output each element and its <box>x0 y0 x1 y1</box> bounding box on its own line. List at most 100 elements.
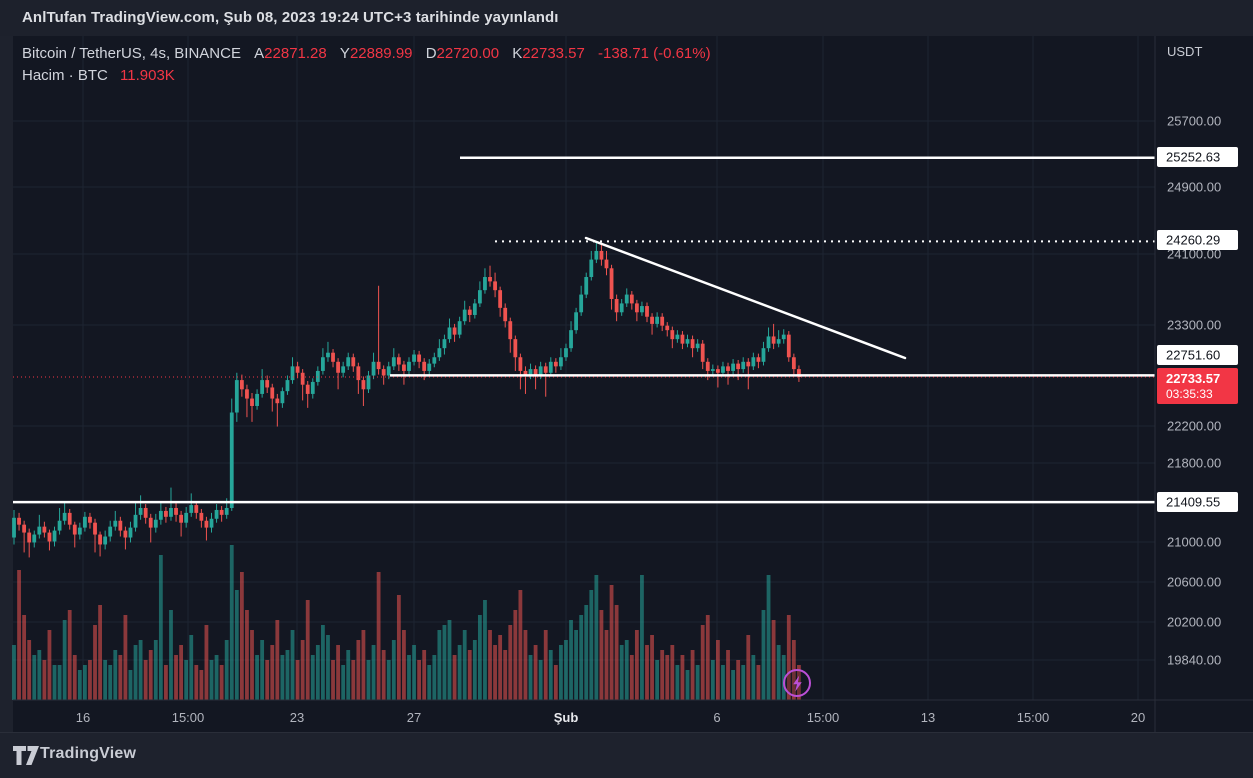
candle-body <box>660 316 665 326</box>
volume-bar <box>27 640 32 700</box>
candle-body <box>746 361 751 367</box>
volume-bar <box>396 595 401 700</box>
symbol-title[interactable]: Bitcoin / TetherUS, 4s, BINANCE <box>22 45 241 62</box>
price-level-badge[interactable] <box>1157 230 1238 250</box>
volume-bar <box>437 630 442 700</box>
candle-body <box>290 366 295 381</box>
candle-body <box>457 321 462 335</box>
tradingview-logo-icon[interactable] <box>13 746 39 766</box>
candle-body <box>67 512 72 525</box>
volume-label[interactable]: Hacim · BTC <box>22 67 108 84</box>
candle-body <box>47 532 52 542</box>
volume-bar <box>614 605 619 700</box>
price-level-badge[interactable] <box>1157 492 1238 512</box>
volume-bar <box>553 665 558 700</box>
candle-body <box>736 363 741 370</box>
candle-body <box>310 381 315 394</box>
time-axis-label[interactable]: 6 <box>713 710 720 725</box>
last-price-badge[interactable] <box>1157 368 1238 404</box>
price-level-badge[interactable] <box>1157 147 1238 167</box>
candle-body <box>437 348 442 358</box>
volume-bar <box>123 615 128 700</box>
volume-bar <box>295 660 300 700</box>
candle-body <box>503 307 508 322</box>
candle-body <box>781 334 786 340</box>
time-axis-label[interactable]: 23 <box>290 710 304 725</box>
volume-bar <box>310 655 315 700</box>
price-chart[interactable]: 25700.00 24900.00 24100.00 23300.00 22200.00… <box>0 36 1253 733</box>
candle-body <box>518 357 523 371</box>
price-tick-label: 21000.00 <box>1167 535 1221 550</box>
volume-bar <box>37 650 42 700</box>
volume-bar <box>239 572 244 700</box>
candle-body <box>624 294 629 304</box>
volume-bar <box>761 610 766 700</box>
volume-bar <box>88 660 92 700</box>
candle-body <box>234 380 239 413</box>
volume-bar <box>629 655 634 700</box>
candle-body <box>609 268 614 299</box>
time-axis-label[interactable]: 15:00 <box>1017 710 1050 725</box>
volume-bar <box>523 630 528 700</box>
price-tick-label: 24900.00 <box>1167 180 1221 195</box>
volume-bar <box>533 645 538 700</box>
candle-body <box>346 357 351 367</box>
publication-lightning-icon[interactable] <box>783 669 811 697</box>
time-axis-label[interactable]: 15:00 <box>172 710 205 725</box>
price-level-badge[interactable] <box>1157 345 1238 365</box>
candle-body <box>315 370 320 382</box>
time-axis-label[interactable]: 13 <box>921 710 935 725</box>
candle-body <box>356 366 361 381</box>
volume-bar <box>619 645 624 700</box>
candle-body <box>483 277 487 291</box>
candle-body <box>645 306 649 317</box>
candle-body <box>629 294 634 304</box>
candle-body <box>508 321 513 340</box>
time-axis-label[interactable]: 16 <box>76 710 90 725</box>
volume-bar <box>209 660 214 700</box>
candle-body <box>199 512 204 521</box>
candle-body <box>655 316 660 324</box>
candle-body <box>680 334 685 344</box>
volume-bar <box>508 625 513 700</box>
candle-body <box>336 361 340 373</box>
volume-bar <box>356 640 361 700</box>
time-axis-label[interactable]: 15:00 <box>807 710 840 725</box>
volume-bar <box>721 665 725 700</box>
candle-body <box>432 357 437 364</box>
price-axis-currency[interactable]: USDT <box>1167 44 1203 59</box>
candle-body <box>447 327 452 340</box>
candle-body <box>407 361 411 371</box>
candle-body <box>731 363 735 371</box>
candle-body <box>214 509 219 519</box>
volume-bar <box>655 660 660 700</box>
volume-bar <box>726 650 730 700</box>
candle-body <box>543 366 548 373</box>
candle-body <box>158 510 163 520</box>
volume-bar <box>442 625 447 700</box>
candle-body <box>604 259 609 269</box>
volume-bar <box>204 625 209 700</box>
candle-body <box>685 339 690 344</box>
candle-body <box>138 507 143 515</box>
volume-bar <box>771 620 776 700</box>
volume-bar <box>594 575 599 700</box>
volume-bar <box>402 630 406 700</box>
candle-body <box>169 507 173 517</box>
candle-body <box>402 364 406 371</box>
time-axis-label[interactable]: 20 <box>1131 710 1145 725</box>
candle-body <box>133 514 138 528</box>
tradingview-brand-text[interactable]: TradingView <box>40 745 137 762</box>
candle-body <box>721 366 725 373</box>
candle-body <box>52 530 57 542</box>
candle-body <box>452 327 457 335</box>
volume-bar <box>234 590 239 700</box>
volume-bar <box>584 605 589 700</box>
lightning-bolt-glyph <box>793 675 802 692</box>
time-axis-label[interactable]: 27 <box>407 710 421 725</box>
descending-trendline[interactable] <box>584 236 907 360</box>
time-axis-label[interactable]: Şub <box>554 710 579 725</box>
candle-body <box>42 526 47 533</box>
volume-bar <box>751 655 756 700</box>
volume-bar <box>412 645 416 700</box>
